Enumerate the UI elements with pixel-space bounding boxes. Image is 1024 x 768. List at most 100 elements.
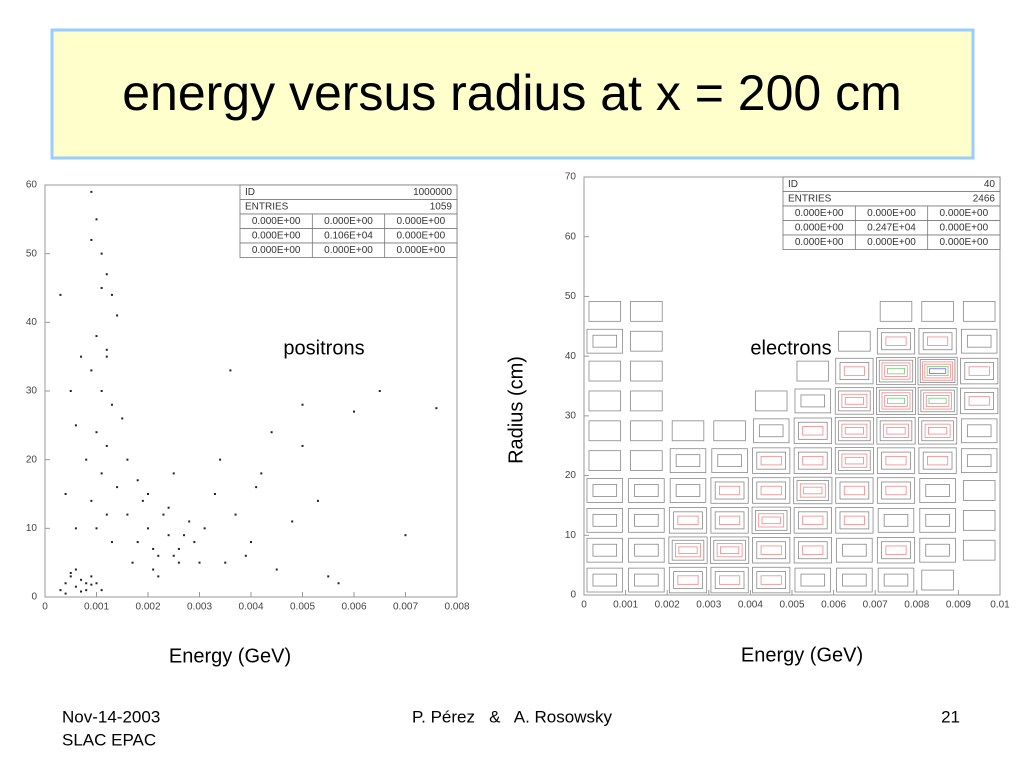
contour-cell	[835, 477, 874, 504]
y-tick-label: 20	[565, 470, 577, 481]
y-tick-label: 30	[26, 386, 38, 397]
page-number: 21	[941, 707, 960, 726]
contour-cell	[962, 510, 996, 531]
contour-cell	[836, 537, 873, 563]
point	[90, 575, 93, 578]
x-tick-label: 0	[42, 602, 48, 613]
contour-cell	[588, 360, 622, 382]
stats-cell: 0.000E+00	[396, 245, 445, 256]
contour-cell	[677, 575, 699, 585]
contour-cell	[876, 357, 916, 386]
point	[353, 410, 355, 413]
stats-cell: 0.000E+00	[795, 222, 844, 233]
contour-cell	[927, 455, 949, 466]
contour-cell	[879, 420, 913, 442]
point	[172, 472, 175, 475]
contour-cell	[924, 363, 951, 379]
contour-cell	[835, 507, 874, 534]
point	[74, 424, 77, 427]
contour-cell	[710, 566, 749, 594]
stats-cell: 0.247E+04	[867, 222, 916, 233]
y-tick-label: 30	[565, 410, 577, 421]
contour-cell	[586, 567, 624, 593]
stats-cell: 0.000E+00	[324, 216, 373, 227]
contour-cell	[756, 481, 787, 500]
contour-cell	[964, 362, 995, 381]
contour-cell	[925, 395, 950, 407]
stats-cell: 0.000E+00	[939, 222, 988, 233]
contour-cell	[668, 536, 708, 564]
stats-cell: 0.000E+00	[396, 216, 445, 227]
contour-cell	[630, 420, 663, 442]
point	[177, 547, 180, 550]
stats-label: ENTRIES	[788, 193, 832, 204]
point	[152, 547, 155, 550]
stats-row	[239, 242, 458, 258]
contour-cell	[628, 537, 665, 563]
contour-cell	[714, 571, 745, 590]
contour-cell	[588, 420, 622, 442]
x-tick-label: 0.007	[863, 600, 888, 611]
x-tick-label: 0.003	[187, 602, 212, 613]
point	[270, 431, 273, 434]
contour-cell	[713, 420, 746, 442]
point	[147, 493, 149, 495]
contour-cell	[838, 390, 871, 412]
contour-cell	[760, 545, 782, 555]
point	[85, 589, 88, 592]
contour-cell	[885, 336, 907, 346]
contour-cell	[797, 421, 828, 440]
contour-cell	[883, 513, 909, 527]
stats-cell: 0.000E+00	[252, 216, 301, 227]
point	[105, 273, 108, 276]
contour-cell	[844, 397, 864, 405]
contour-cell	[835, 357, 874, 385]
point	[162, 513, 165, 516]
contour-cell	[927, 336, 949, 346]
contour-cell	[719, 575, 741, 585]
contour-cell	[881, 332, 911, 351]
slide-title: energy versus radius at x = 200 cm	[122, 65, 902, 121]
stats-value: 1059	[430, 201, 453, 212]
point	[100, 287, 103, 289]
contour-cell	[628, 508, 665, 533]
contour-cell	[921, 301, 954, 322]
point	[291, 520, 294, 523]
point	[74, 527, 77, 530]
point	[203, 527, 206, 530]
stats-cell: 0.106E+04	[324, 230, 373, 241]
point	[126, 513, 129, 516]
contour-cell	[794, 567, 832, 593]
point	[337, 582, 340, 585]
point	[301, 444, 304, 447]
contour-cell	[630, 301, 663, 322]
point	[152, 568, 155, 571]
contour-cell	[968, 366, 990, 376]
point	[100, 589, 103, 592]
contour-cell	[838, 330, 871, 352]
x-tick-label: 0.006	[341, 602, 366, 613]
contour-cell	[714, 481, 745, 500]
contour-cell	[671, 420, 705, 442]
y-tick-label: 70	[565, 172, 577, 183]
x-tick-label: 0	[581, 600, 587, 611]
y-tick-label: 20	[26, 454, 38, 465]
point	[100, 390, 103, 392]
point	[327, 575, 330, 578]
contour-cell	[918, 328, 957, 355]
contour-cell	[876, 386, 916, 415]
contour-cell	[802, 455, 824, 466]
contour-cell	[960, 418, 998, 444]
contour-cell	[793, 507, 832, 534]
contour-cell	[876, 537, 916, 564]
contour-cell	[710, 507, 749, 534]
contour-cell	[841, 453, 868, 468]
stats-value: 2466	[973, 193, 996, 204]
contour-cell	[877, 567, 915, 593]
point	[250, 541, 252, 544]
contour-cell	[839, 511, 870, 530]
point	[95, 431, 98, 434]
contour-cell	[675, 484, 701, 497]
contour-cell	[926, 366, 949, 377]
contour-cell	[925, 513, 950, 527]
